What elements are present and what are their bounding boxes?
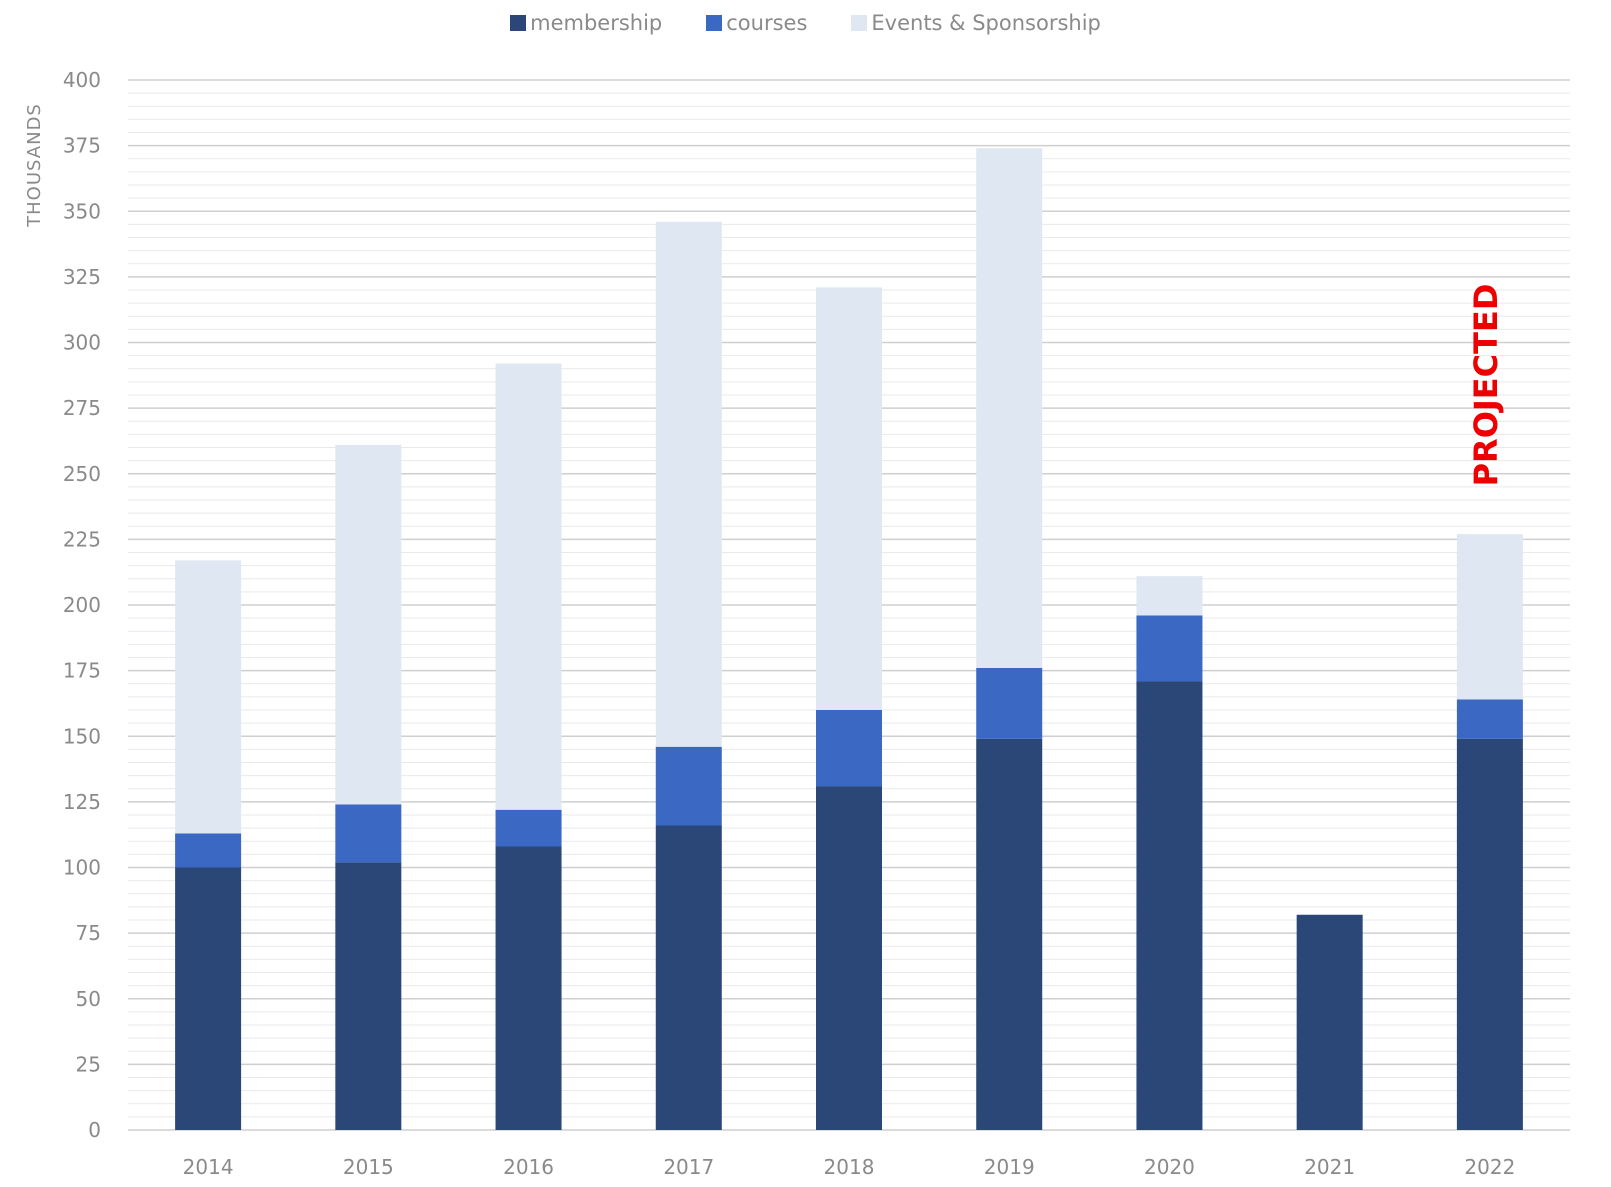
bar-events-sponsorship-2014 xyxy=(175,560,242,834)
bar-events-sponsorship-2019 xyxy=(976,148,1043,668)
y-tick-label: 200 xyxy=(63,593,101,617)
bar-courses-2020 xyxy=(1136,615,1203,682)
x-tick-label: 2014 xyxy=(183,1155,234,1179)
legend-label-membership: membership xyxy=(530,11,663,35)
legend-item-events-sponsorship: Events & Sponsorship xyxy=(851,11,1101,35)
y-tick-label: 0 xyxy=(88,1118,101,1142)
bar-events-sponsorship-2018 xyxy=(816,287,882,710)
y-tick-label: 150 xyxy=(63,724,101,748)
y-tick-label: 375 xyxy=(63,134,101,158)
bar-membership-2016 xyxy=(495,846,562,1130)
y-tick-label: 225 xyxy=(63,527,101,551)
bar-membership-2015 xyxy=(335,862,402,1130)
y-tick-label: 250 xyxy=(63,462,101,486)
bar-membership-2020 xyxy=(1136,681,1203,1130)
legend-swatch-courses xyxy=(706,15,723,31)
bar-courses-2014 xyxy=(175,833,242,868)
x-tick-label: 2019 xyxy=(984,1155,1035,1179)
x-tick-label: 2018 xyxy=(824,1155,875,1179)
y-tick-label: 300 xyxy=(63,331,101,355)
x-tick-label: 2017 xyxy=(663,1155,714,1179)
bar-events-sponsorship-2015 xyxy=(335,444,402,805)
x-axis-ticks: 2014 2015 2016 2017 2018 2019 2020 2021 2022 xyxy=(183,1155,1516,1179)
y-tick-label: 400 xyxy=(63,68,101,92)
x-tick-label: 2016 xyxy=(503,1155,554,1179)
bar-courses-2017 xyxy=(655,746,722,826)
legend: membership courses Events & Sponsorship xyxy=(0,8,1611,38)
bar-courses-2022 xyxy=(1456,699,1523,739)
bar-membership-2017 xyxy=(655,825,722,1130)
bar-courses-2015 xyxy=(335,804,402,863)
x-tick-label: 2015 xyxy=(343,1155,394,1179)
y-tick-label: 175 xyxy=(63,659,101,683)
y-tick-label: 25 xyxy=(76,1052,101,1076)
bar-courses-2018 xyxy=(816,710,882,787)
bar-membership-2019 xyxy=(976,738,1043,1130)
x-tick-label: 2022 xyxy=(1464,1155,1515,1179)
legend-swatch-membership xyxy=(510,15,527,31)
y-tick-label: 325 xyxy=(63,265,101,289)
legend-label-courses: courses xyxy=(726,11,808,35)
y-tick-label: 350 xyxy=(63,199,101,223)
x-tick-label: 2021 xyxy=(1304,1155,1355,1179)
y-axis-title: THOUSANDS xyxy=(24,103,45,228)
y-axis-ticks: 0 25 50 75 100 125 150 175 200 225 250 275 300 325 350… xyxy=(63,68,101,1142)
bars xyxy=(175,148,1523,1130)
bar-courses-2016 xyxy=(495,809,562,847)
bar-membership-2014 xyxy=(175,867,242,1130)
projected-annotation: PROJECTED xyxy=(1467,284,1505,487)
bar-membership-2018 xyxy=(816,786,882,1130)
legend-item-membership: membership xyxy=(510,11,662,35)
bar-events-sponsorship-2017 xyxy=(655,221,722,747)
bar-courses-2019 xyxy=(976,668,1043,739)
bar-membership-2021 xyxy=(1296,914,1363,1130)
legend-label-events-sponsorship: Events & Sponsorship xyxy=(871,11,1101,35)
y-tick-label: 75 xyxy=(76,921,101,945)
y-tick-label: 275 xyxy=(63,396,101,420)
bar-membership-2022 xyxy=(1456,738,1523,1130)
bar-events-sponsorship-2022 xyxy=(1456,534,1523,700)
y-tick-label: 100 xyxy=(63,856,101,880)
y-tick-label: 50 xyxy=(76,987,101,1011)
x-tick-label: 2020 xyxy=(1144,1155,1195,1179)
bar-events-sponsorship-2016 xyxy=(495,363,562,810)
y-tick-label: 125 xyxy=(63,790,101,814)
bar-events-sponsorship-2020 xyxy=(1136,576,1203,616)
legend-swatch-events-sponsorship xyxy=(851,15,868,31)
legend-item-courses: courses xyxy=(706,11,807,35)
